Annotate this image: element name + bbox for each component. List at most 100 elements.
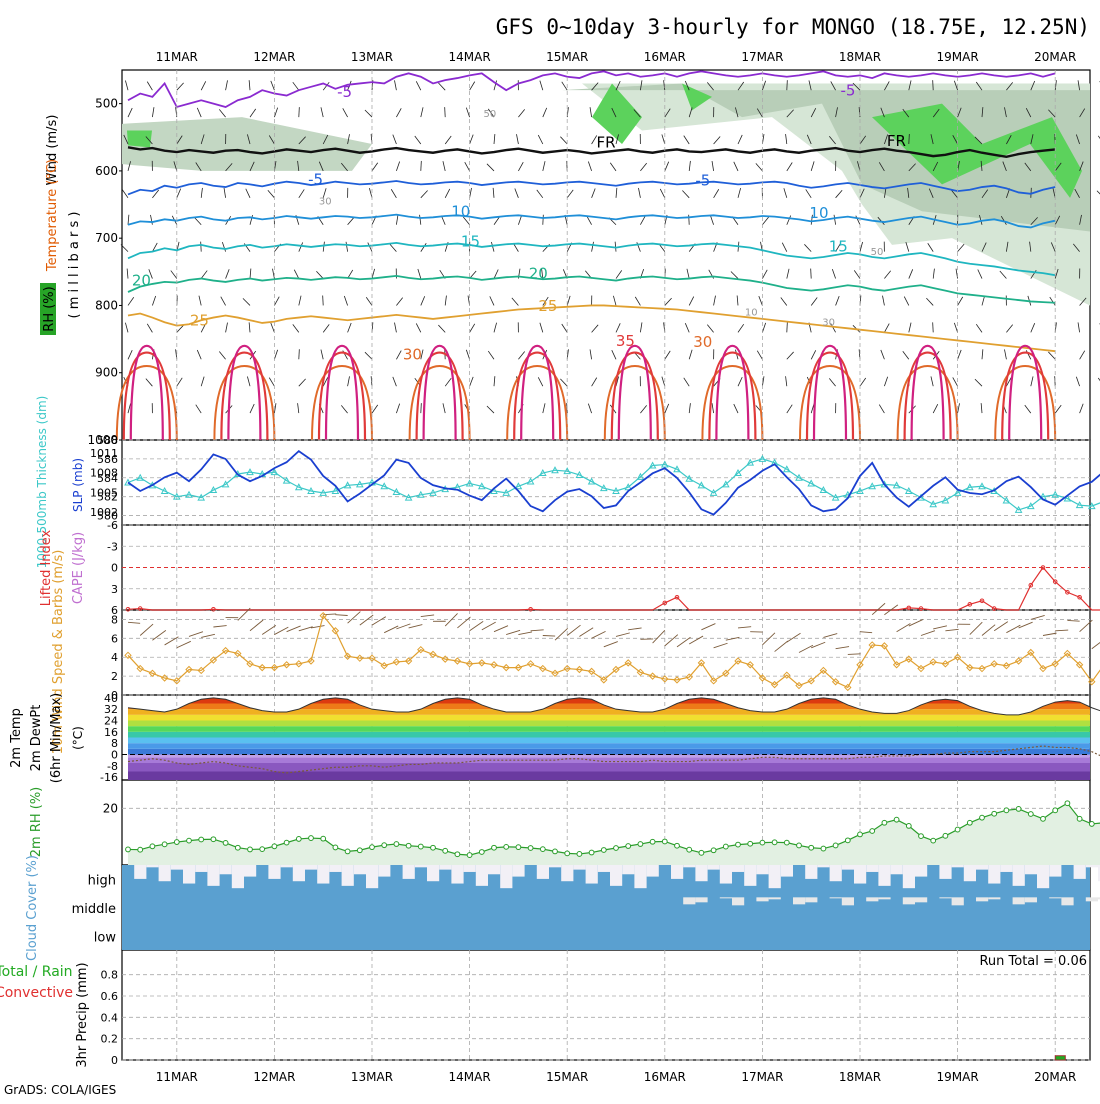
lifted-tick-label: 0: [111, 562, 118, 575]
wind10m-barb: [921, 631, 935, 636]
precip-tick-label: 0.6: [101, 990, 119, 1003]
cloud-high-gap: [744, 865, 756, 886]
wind-barb: [640, 163, 646, 171]
wind-barb: [201, 271, 207, 279]
date-label-bottom: 13MAR: [351, 1070, 393, 1084]
panel-frame-wd: [122, 610, 1090, 695]
temp-band: [122, 772, 1090, 781]
cloud-high-gap: [842, 865, 854, 870]
isotherm-label: 35: [616, 332, 635, 350]
wind-barb: [323, 242, 324, 252]
rh2m-point: [357, 848, 362, 853]
cloud-high-gap: [134, 865, 146, 879]
cloud-mid-gap: [878, 897, 890, 899]
isotherm-label: 10: [809, 204, 828, 222]
isotherm-label: 50: [871, 247, 884, 258]
wind-barb: [786, 134, 787, 144]
wind-barb: [906, 242, 909, 252]
rh2m-point: [296, 837, 301, 842]
cloud-high-gap: [329, 865, 341, 872]
cloud-high-gap: [317, 865, 329, 884]
wind-barb: [226, 323, 228, 333]
wind-barb: [171, 271, 177, 279]
wind-barb: [879, 405, 884, 414]
cloud-high-gap: [537, 865, 549, 879]
rh2m-point: [736, 842, 741, 847]
wind10m-barb: [250, 620, 263, 631]
wind-barb: [832, 269, 835, 278]
rh-label: RH (%): [42, 286, 57, 331]
wind10m-barb: [177, 641, 191, 647]
cloud-high-gap: [891, 865, 903, 874]
cloud-high-gap: [561, 865, 573, 881]
cloud-mid-gap: [866, 897, 878, 901]
wind-barb: [177, 189, 181, 198]
wind10m-barb: [738, 627, 751, 628]
wind-barb: [394, 80, 396, 90]
cloud-high-gap: [183, 865, 195, 884]
wind-barb: [366, 297, 372, 305]
temp2m-unit: (°C): [71, 726, 85, 750]
rh2m-point: [199, 837, 204, 842]
rh-shade-5: [122, 117, 372, 171]
wind-barb: [243, 298, 250, 305]
wind-barb: [782, 243, 787, 252]
isotherm-label: 20: [132, 271, 151, 289]
rh2m-point: [516, 845, 521, 850]
wind10m-barb: [616, 633, 630, 637]
cloud-high-gap: [439, 865, 451, 870]
wind-barb: [194, 217, 201, 224]
wind-barb: [445, 107, 446, 117]
cloud-high-gap: [1037, 865, 1049, 888]
wind-barb: [538, 135, 543, 144]
wind-barb: [125, 81, 128, 91]
wind-barb: [393, 135, 397, 144]
rh2m-point: [992, 811, 997, 816]
rh2m-point: [455, 852, 460, 857]
wind10m-barb: [287, 626, 301, 632]
isotherm-label: 15: [829, 238, 848, 256]
wind-barb: [177, 83, 184, 90]
rh2m-point: [223, 841, 228, 846]
wind-barb: [246, 189, 250, 198]
cloud-high-gap: [976, 865, 988, 870]
wind-barb: [274, 108, 277, 117]
wind-barb: [490, 296, 494, 305]
isotherm-label: 15: [461, 232, 480, 250]
wind10m-barb: [860, 632, 872, 633]
wind-barb: [689, 161, 690, 171]
wind-barb: [543, 108, 547, 117]
wind-barb: [177, 378, 182, 386]
wind-barb: [515, 188, 519, 197]
rh2m-point: [601, 848, 606, 853]
wind-barb: [466, 350, 469, 359]
wind10m-barb: [189, 632, 203, 637]
cloud-labels: Cloud Cover (%): [25, 855, 40, 961]
wind-barb: [738, 324, 744, 332]
wind-barb: [127, 269, 128, 279]
wind-barb: [470, 135, 474, 144]
wind-barb: [396, 351, 401, 360]
wind10m-barb: [933, 626, 947, 629]
cloud-high-gap: [769, 865, 781, 888]
rh2m-point: [1041, 816, 1046, 821]
wind-barb: [926, 298, 933, 305]
wind-barb: [884, 271, 890, 279]
rh2m-point: [321, 836, 326, 841]
cloud-high-gap: [805, 865, 817, 879]
wind10m-barb: [360, 615, 373, 625]
wind-barb: [299, 107, 300, 117]
wind-barb: [197, 350, 201, 359]
wind-barb: [445, 378, 451, 386]
wind10m-tick-label: 4: [111, 651, 118, 664]
wind-barb: [854, 270, 860, 278]
wind-barb: [834, 215, 836, 225]
rh2m-point: [919, 834, 924, 839]
cape-label: CAPE (J/kg): [71, 532, 86, 604]
wind10m-barb: [799, 645, 813, 652]
wind-barb: [122, 190, 128, 198]
wind10m-barb: [1019, 622, 1033, 628]
cloud-high-gap: [549, 865, 561, 867]
wind10m-barb: [518, 632, 532, 635]
